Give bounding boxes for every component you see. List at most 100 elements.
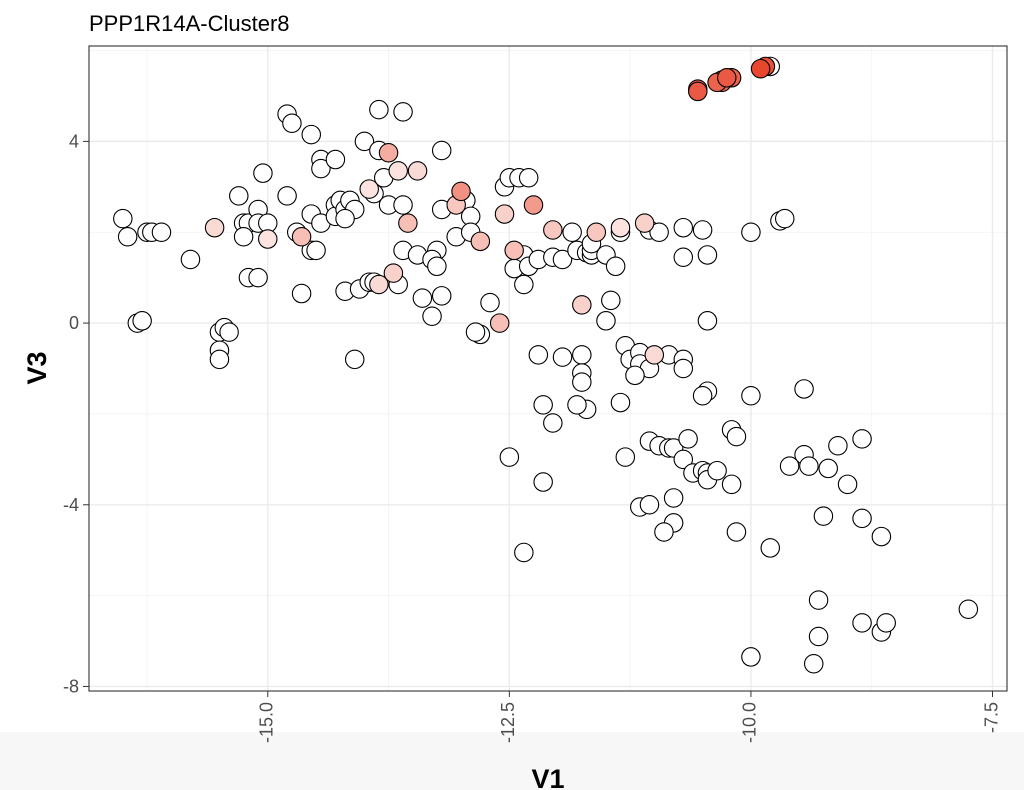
data-point [692, 220, 713, 240]
data-points [113, 56, 979, 674]
data-point [688, 81, 708, 102]
data-point [692, 386, 713, 406]
data-point [572, 372, 592, 392]
data-point [741, 386, 761, 406]
data-point [852, 613, 872, 633]
data-point [422, 306, 442, 327]
data-point [431, 140, 452, 161]
data-point [741, 647, 761, 667]
data-point [605, 256, 626, 277]
data-point [750, 58, 771, 79]
data-point [451, 181, 471, 202]
data-point [378, 142, 399, 163]
data-point [813, 506, 834, 526]
x-tick-label: -10.0 [740, 702, 760, 743]
data-point [209, 349, 230, 370]
data-point [229, 186, 249, 206]
data-point [707, 460, 727, 481]
data-point [678, 429, 698, 449]
data-point [543, 220, 563, 240]
data-point [359, 179, 379, 199]
data-point [335, 208, 355, 229]
data-point [876, 613, 896, 633]
data-point [388, 161, 408, 181]
data-point [499, 447, 520, 467]
data-point [794, 379, 814, 399]
data-point [132, 311, 152, 331]
data-point [779, 456, 800, 476]
data-point [654, 522, 674, 542]
data-point [480, 292, 500, 313]
data-point [673, 247, 694, 267]
data-point [533, 395, 553, 415]
data-point [369, 99, 389, 120]
data-point [282, 113, 302, 133]
data-point [634, 213, 655, 233]
y-axis-title: V3 [22, 351, 52, 384]
data-point [543, 413, 563, 433]
data-point [489, 313, 510, 333]
data-point [649, 222, 669, 242]
plot-panel-border [88, 45, 1008, 692]
data-point [533, 472, 553, 492]
data-point [808, 590, 829, 610]
data-point [253, 163, 273, 183]
data-point [610, 392, 631, 413]
data-point [277, 186, 297, 206]
data-point [204, 217, 225, 238]
data-point [233, 227, 254, 247]
data-point [552, 249, 573, 270]
data-point [383, 263, 404, 283]
data-point [958, 599, 979, 619]
data-point [562, 222, 582, 242]
data-point [741, 222, 761, 242]
data-point [354, 131, 375, 152]
data-point [673, 358, 694, 379]
data-point [470, 231, 491, 252]
data-point [673, 449, 694, 470]
data-point [523, 195, 544, 215]
y-tick-label: 4 [69, 131, 79, 151]
data-point [673, 217, 694, 238]
data-point [601, 290, 621, 311]
data-point [393, 195, 413, 215]
data-point [369, 274, 389, 295]
data-point [697, 245, 718, 265]
y-tick-label: 0 [69, 313, 79, 333]
data-point [803, 653, 824, 674]
data-point [586, 222, 607, 242]
data-point [726, 426, 747, 447]
data-point [717, 68, 737, 88]
bottom-background [0, 732, 1024, 790]
data-point [774, 208, 795, 229]
axes: -15.0 -12.5 -10.0 -7.5 4 0 -4 -8 [63, 131, 1001, 743]
data-point [596, 311, 616, 331]
data-point [639, 495, 660, 515]
data-point [291, 227, 312, 247]
data-point [837, 474, 858, 495]
data-point [344, 349, 365, 370]
data-point [325, 149, 346, 170]
data-point [518, 167, 539, 188]
data-point [117, 227, 138, 247]
data-point [572, 345, 592, 365]
x-tick-label: -15.0 [257, 702, 277, 743]
data-point [760, 538, 781, 558]
data-point [852, 508, 872, 529]
x-tick-label: -7.5 [981, 702, 1001, 733]
data-point [291, 283, 312, 304]
data-point [567, 395, 587, 415]
data-point [721, 474, 742, 495]
data-point [306, 240, 326, 261]
data-point [818, 458, 838, 479]
data-point [663, 488, 684, 508]
data-point [219, 322, 239, 342]
data-point [552, 347, 573, 367]
data-point [615, 447, 636, 467]
data-point [412, 288, 433, 308]
data-point [311, 158, 331, 179]
data-point [572, 295, 592, 315]
data-point [151, 222, 172, 242]
data-point [514, 542, 534, 563]
data-point [514, 274, 534, 295]
